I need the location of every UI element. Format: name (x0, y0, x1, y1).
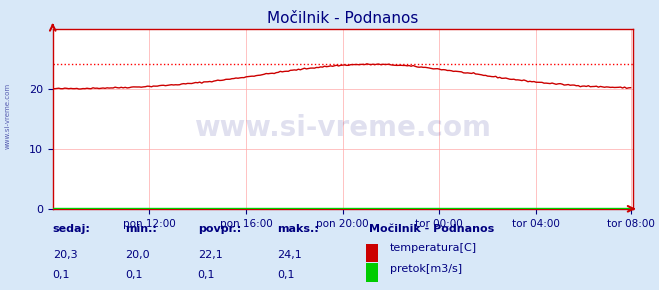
Text: Močilnik - Podnanos: Močilnik - Podnanos (369, 224, 494, 234)
Text: 0,1: 0,1 (53, 270, 71, 280)
Text: temperatura[C]: temperatura[C] (390, 243, 477, 253)
Text: 20,3: 20,3 (53, 250, 77, 260)
Text: 0,1: 0,1 (125, 270, 143, 280)
Text: 20,0: 20,0 (125, 250, 150, 260)
Text: maks.:: maks.: (277, 224, 318, 234)
Title: Močilnik - Podnanos: Močilnik - Podnanos (267, 11, 418, 26)
Text: 0,1: 0,1 (277, 270, 295, 280)
Text: 22,1: 22,1 (198, 250, 223, 260)
Text: www.si-vreme.com: www.si-vreme.com (194, 114, 491, 142)
Text: sedaj:: sedaj: (53, 224, 90, 234)
Text: pretok[m3/s]: pretok[m3/s] (390, 264, 462, 274)
Text: 24,1: 24,1 (277, 250, 302, 260)
Text: 0,1: 0,1 (198, 270, 215, 280)
Text: povpr.:: povpr.: (198, 224, 241, 234)
Text: min.:: min.: (125, 224, 157, 234)
Text: www.si-vreme.com: www.si-vreme.com (5, 83, 11, 149)
